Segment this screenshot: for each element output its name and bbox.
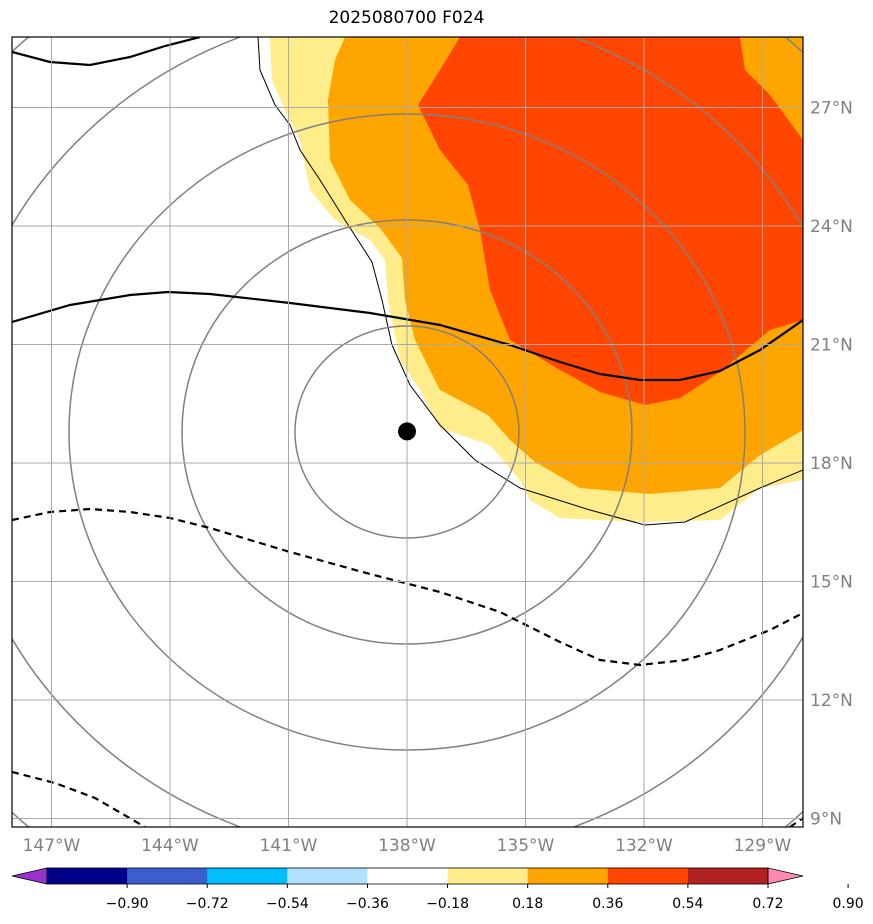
colorbar-extend-low: [11, 867, 48, 885]
colorbar-segment: [47, 868, 128, 884]
colorbar-label: −0.54: [266, 896, 309, 912]
latitude-tick-label: 15°N: [810, 573, 853, 593]
latitude-tick-label: 18°N: [810, 454, 853, 474]
colorbar-label: −0.90: [106, 896, 149, 912]
solid-contour-upper: [12, 37, 201, 67]
colorbar-label: 0.36: [592, 896, 623, 912]
colorbar-label: −0.36: [346, 896, 389, 912]
colorbar-segment: [127, 868, 208, 884]
colorbar-segment: [687, 868, 769, 884]
dashed-contour-middle: [12, 507, 803, 667]
colorbar-segment: [607, 868, 689, 884]
longitude-tick-label: 144°W: [141, 836, 199, 856]
latitude-tick-label: 12°N: [810, 691, 853, 711]
longitude-tick-label: 132°W: [615, 836, 673, 856]
longitude-tick-label: 135°W: [497, 836, 555, 856]
colorbar-segment: [287, 868, 368, 884]
map-title: 2025080700 F024: [328, 8, 485, 28]
colorbar-label: −0.72: [186, 896, 229, 912]
longitude-tick-label: 138°W: [378, 836, 436, 856]
colorbar-extend-high: [767, 867, 804, 885]
map-frame: [11, 36, 804, 828]
dashed-contour-lower-right: [789, 817, 803, 827]
longitude-tick-label: 129°W: [734, 836, 792, 856]
longitude-labels: 147°W 144°W 141°W 138°W 135°W 132°W 129°W: [23, 836, 792, 856]
colorbar-label: 0.18: [512, 896, 543, 912]
dashed-contour-lower-left: [12, 770, 146, 827]
gridlines: [12, 37, 803, 827]
latitude-tick-label: 21°N: [810, 336, 853, 356]
center-marker: [398, 422, 416, 441]
colorbar-label: 0.54: [672, 896, 703, 912]
colorbar-segment: [367, 868, 449, 884]
longitude-tick-label: 141°W: [260, 836, 318, 856]
latitude-labels: 9°N 12°N 15°N 18°N 21°N 24°N 27°N: [810, 99, 853, 830]
colorbar-label: 0.90: [833, 896, 864, 912]
latitude-tick-label: 27°N: [810, 99, 853, 119]
latitude-tick-label: 9°N: [810, 810, 842, 830]
colorbar-outline: [46, 867, 769, 885]
solid-contour-middle: [12, 290, 803, 382]
colorbar-segment: [527, 868, 609, 884]
colorbar-label: −0.18: [426, 896, 469, 912]
colorbar: −0.90 −0.72 −0.54 −0.36 −0.18 0.18 0.36 0.54 0.7…: [11, 867, 864, 912]
longitude-tick-label: 147°W: [23, 836, 81, 856]
latitude-tick-label: 24°N: [810, 217, 853, 237]
colorbar-segment: [207, 868, 288, 884]
colorbar-label: 0.72: [752, 896, 783, 912]
shade-region-0.54: [418, 37, 803, 405]
colorbar-segment: [447, 868, 529, 884]
